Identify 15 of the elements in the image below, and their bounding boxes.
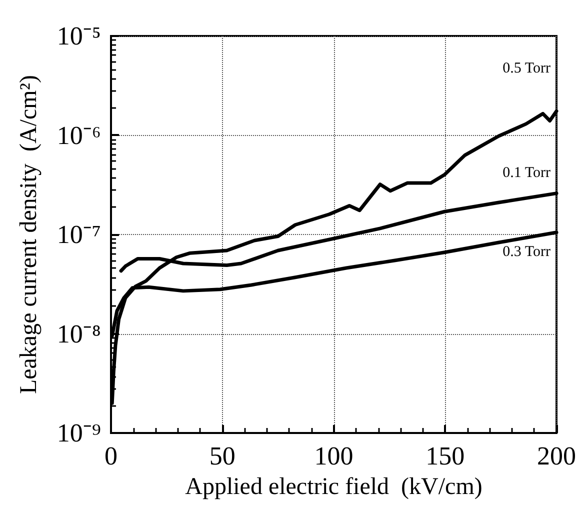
y-tick-label: 10⁻⁷ [56,220,101,249]
series-label: 0.1 Torr [502,164,550,181]
y-tick-label: 10⁻⁶ [56,120,101,150]
series-label: 0.3 Torr [502,244,550,260]
x-tick-label: 150 [426,442,465,470]
y-tick-label: 10⁻⁵ [56,22,101,50]
text: 0.5 Torr [502,60,550,77]
y-axis-title: Leakage current density (A/cm²) [16,74,42,394]
y-tick-label: 10⁻⁹ [56,418,101,448]
x-tick-label: 200 [537,442,576,470]
x-axis-title: Applied electric field (kV/cm) [185,474,482,500]
x-tick-label: 0 [104,442,118,470]
y-tick-label: 10⁻⁸ [56,319,101,348]
x-tick-label: 100 [314,442,354,470]
x-tick-label: 50 [209,442,236,470]
